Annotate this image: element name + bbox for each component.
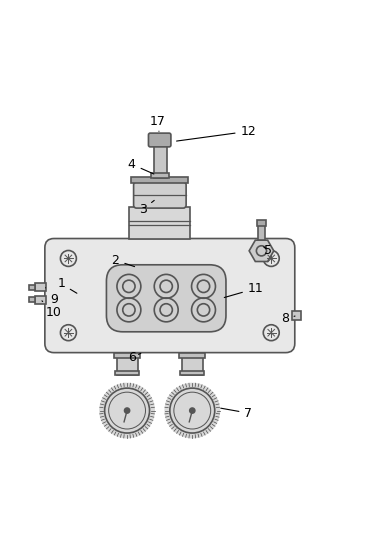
FancyBboxPatch shape xyxy=(134,182,186,208)
Bar xyxy=(29,285,35,289)
Bar xyxy=(292,311,301,320)
Circle shape xyxy=(124,408,130,413)
Bar xyxy=(29,297,35,302)
Bar xyxy=(154,146,166,178)
Text: 4: 4 xyxy=(128,158,154,174)
Circle shape xyxy=(190,408,195,413)
Circle shape xyxy=(99,383,155,439)
Bar xyxy=(35,296,46,304)
Bar xyxy=(114,353,140,358)
Bar xyxy=(131,177,188,183)
Text: 7: 7 xyxy=(221,407,253,419)
Bar xyxy=(116,353,138,375)
Bar xyxy=(115,371,139,375)
Text: 3: 3 xyxy=(139,201,154,216)
Bar xyxy=(258,225,265,240)
Text: 12: 12 xyxy=(177,125,256,141)
Text: 17: 17 xyxy=(150,116,166,131)
FancyBboxPatch shape xyxy=(107,265,226,332)
Bar xyxy=(151,173,169,178)
Bar xyxy=(180,371,204,375)
Text: 1: 1 xyxy=(57,277,77,293)
Bar xyxy=(129,208,191,239)
Text: 11: 11 xyxy=(224,282,264,297)
Bar xyxy=(182,353,203,375)
FancyBboxPatch shape xyxy=(149,133,171,147)
Text: 6: 6 xyxy=(128,351,141,364)
Circle shape xyxy=(164,383,220,439)
Text: 10: 10 xyxy=(42,301,62,319)
Text: 5: 5 xyxy=(264,243,272,257)
Bar xyxy=(257,220,266,226)
Text: 9: 9 xyxy=(46,288,58,306)
Text: 8: 8 xyxy=(281,312,295,325)
Bar xyxy=(179,353,205,358)
Text: 2: 2 xyxy=(112,254,135,267)
FancyBboxPatch shape xyxy=(45,239,295,353)
Bar xyxy=(35,283,46,291)
